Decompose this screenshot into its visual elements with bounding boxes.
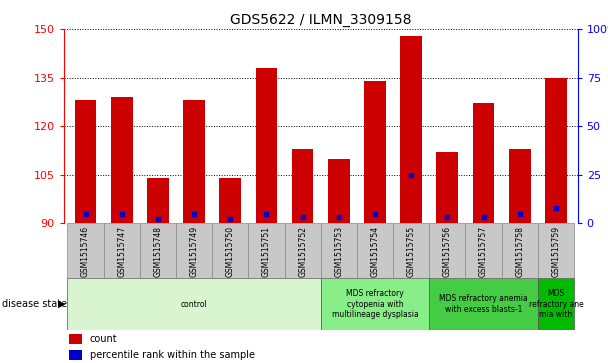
Text: disease state: disease state: [2, 299, 67, 309]
Bar: [509, 149, 531, 223]
Text: GSM1515755: GSM1515755: [407, 226, 416, 277]
Bar: [69, 334, 82, 344]
Bar: [321, 278, 429, 330]
Text: percentile rank within the sample: percentile rank within the sample: [89, 350, 255, 360]
Bar: [538, 223, 574, 278]
Bar: [75, 100, 97, 223]
Bar: [67, 278, 321, 330]
Bar: [69, 350, 82, 360]
Bar: [429, 278, 538, 330]
Text: GSM1515750: GSM1515750: [226, 226, 235, 277]
Bar: [292, 149, 314, 223]
Text: GSM1515757: GSM1515757: [479, 226, 488, 277]
Bar: [545, 78, 567, 223]
Text: GSM1515758: GSM1515758: [515, 226, 524, 277]
Bar: [248, 223, 285, 278]
Bar: [140, 223, 176, 278]
Bar: [219, 178, 241, 223]
Bar: [472, 103, 494, 223]
Bar: [400, 36, 422, 223]
Text: MDS
refractory ane
mia with: MDS refractory ane mia with: [528, 289, 583, 319]
Text: control: control: [181, 299, 207, 309]
Bar: [67, 223, 103, 278]
Bar: [357, 223, 393, 278]
Text: MDS refractory anemia
with excess blasts-1: MDS refractory anemia with excess blasts…: [439, 294, 528, 314]
Text: GSM1515756: GSM1515756: [443, 226, 452, 277]
Bar: [364, 81, 386, 223]
Bar: [429, 223, 466, 278]
Text: GSM1515759: GSM1515759: [551, 226, 561, 277]
Bar: [328, 159, 350, 223]
Text: MDS refractory
cytopenia with
multilineage dysplasia: MDS refractory cytopenia with multilinea…: [331, 289, 418, 319]
Bar: [255, 68, 277, 223]
Text: GSM1515749: GSM1515749: [190, 226, 199, 277]
Bar: [147, 178, 169, 223]
Text: ▶: ▶: [58, 299, 66, 309]
Text: count: count: [89, 334, 117, 344]
Bar: [321, 223, 357, 278]
Text: GSM1515754: GSM1515754: [370, 226, 379, 277]
Bar: [183, 100, 205, 223]
Text: GSM1515746: GSM1515746: [81, 226, 90, 277]
Text: GSM1515752: GSM1515752: [298, 226, 307, 277]
Text: GSM1515748: GSM1515748: [153, 226, 162, 277]
Bar: [176, 223, 212, 278]
Bar: [285, 223, 321, 278]
Bar: [502, 223, 538, 278]
Bar: [212, 223, 248, 278]
Text: GSM1515753: GSM1515753: [334, 226, 344, 277]
Text: GSM1515751: GSM1515751: [262, 226, 271, 277]
Bar: [466, 223, 502, 278]
Text: GSM1515747: GSM1515747: [117, 226, 126, 277]
Bar: [103, 223, 140, 278]
Bar: [437, 152, 458, 223]
Bar: [538, 278, 574, 330]
Title: GDS5622 / ILMN_3309158: GDS5622 / ILMN_3309158: [230, 13, 412, 26]
Bar: [111, 97, 133, 223]
Bar: [393, 223, 429, 278]
